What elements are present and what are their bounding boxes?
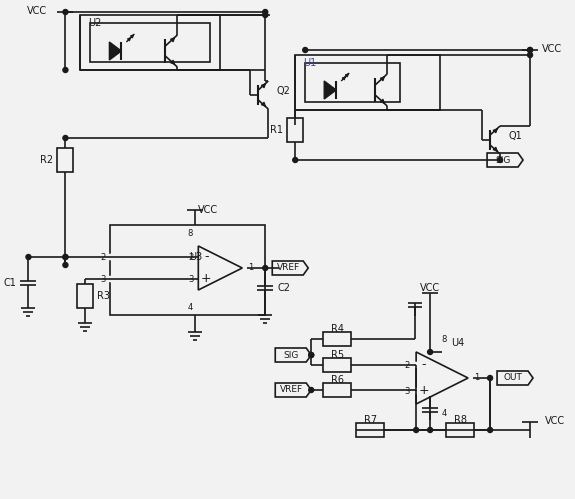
Circle shape (63, 67, 68, 72)
Text: Q2: Q2 (276, 86, 290, 96)
Text: U1: U1 (303, 58, 316, 68)
Text: R2: R2 (40, 155, 53, 165)
Bar (323, 358, 351, 372)
Text: 1: 1 (248, 263, 254, 272)
Text: 8: 8 (187, 229, 193, 238)
Text: R5: R5 (331, 350, 344, 360)
Bar (58, 148, 74, 172)
Circle shape (108, 276, 113, 281)
Circle shape (108, 254, 113, 259)
Text: 1: 1 (474, 373, 480, 383)
Circle shape (413, 389, 419, 394)
Text: U3: U3 (189, 252, 202, 262)
Text: VREF: VREF (279, 386, 303, 395)
Text: R1: R1 (270, 125, 283, 135)
Polygon shape (109, 42, 121, 60)
Circle shape (302, 47, 308, 52)
Text: VCC: VCC (542, 44, 562, 54)
Circle shape (309, 352, 314, 357)
Text: 3: 3 (188, 274, 193, 283)
Text: C2: C2 (277, 283, 290, 293)
Circle shape (527, 52, 532, 57)
Bar (323, 383, 351, 397)
Circle shape (488, 376, 493, 381)
Circle shape (263, 265, 268, 270)
Circle shape (309, 388, 314, 393)
Circle shape (263, 12, 268, 17)
Circle shape (527, 47, 532, 52)
Bar (305, 63, 400, 102)
Polygon shape (487, 153, 523, 167)
Text: R6: R6 (331, 375, 344, 385)
Text: -: - (422, 358, 427, 371)
Polygon shape (272, 261, 308, 275)
Bar (295, 55, 440, 110)
Circle shape (428, 349, 432, 354)
Text: 4: 4 (442, 410, 447, 419)
Text: 8: 8 (442, 335, 447, 344)
Text: 3: 3 (405, 387, 410, 396)
Circle shape (263, 9, 268, 14)
Circle shape (26, 254, 31, 259)
Polygon shape (324, 81, 336, 99)
Circle shape (63, 262, 68, 267)
Text: VCC: VCC (198, 205, 218, 215)
Polygon shape (275, 348, 311, 362)
Circle shape (293, 158, 298, 163)
Text: U2: U2 (89, 18, 102, 28)
Text: 2: 2 (100, 252, 105, 261)
Circle shape (309, 352, 314, 357)
Text: +: + (201, 272, 212, 285)
Text: R8: R8 (454, 415, 466, 425)
Circle shape (428, 428, 432, 433)
Text: 2: 2 (188, 252, 193, 261)
Text: R3: R3 (97, 291, 110, 301)
Text: R4: R4 (331, 324, 344, 334)
Circle shape (527, 47, 532, 52)
Text: C1: C1 (3, 278, 17, 288)
Bar (356, 423, 384, 437)
Polygon shape (497, 371, 533, 385)
Text: Q1: Q1 (508, 131, 522, 141)
Circle shape (63, 136, 68, 141)
Circle shape (63, 254, 68, 259)
Text: R7: R7 (363, 415, 377, 425)
Text: U4: U4 (451, 338, 465, 348)
Text: VCC: VCC (545, 416, 565, 426)
Text: 2: 2 (405, 360, 410, 369)
Text: +: + (419, 385, 430, 398)
Text: VCC: VCC (27, 6, 47, 16)
Text: 3: 3 (100, 274, 105, 283)
Circle shape (413, 428, 419, 433)
Circle shape (497, 158, 503, 163)
Bar (323, 332, 351, 346)
Bar (78, 284, 93, 308)
Circle shape (63, 9, 68, 14)
Text: VCC: VCC (420, 283, 440, 293)
Circle shape (413, 362, 419, 367)
Text: SIG: SIG (496, 156, 511, 165)
Text: SIG: SIG (283, 350, 299, 359)
Bar (81, 15, 220, 70)
Circle shape (63, 254, 68, 259)
Text: OUT: OUT (504, 373, 523, 383)
Polygon shape (275, 383, 311, 397)
Bar (90, 23, 210, 62)
Text: VREF: VREF (277, 263, 300, 272)
Bar (288, 118, 303, 142)
Circle shape (488, 428, 493, 433)
Bar (446, 423, 474, 437)
Text: 4: 4 (187, 302, 193, 311)
Bar (110, 225, 265, 315)
Text: -: - (204, 250, 209, 263)
